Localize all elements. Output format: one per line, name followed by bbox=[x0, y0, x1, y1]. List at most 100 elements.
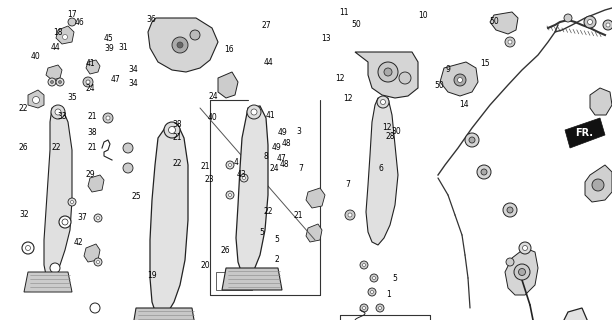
Text: 23: 23 bbox=[204, 175, 214, 184]
Circle shape bbox=[22, 242, 34, 254]
Text: 19: 19 bbox=[147, 271, 157, 280]
Text: 35: 35 bbox=[67, 93, 77, 102]
Text: 28: 28 bbox=[386, 132, 395, 141]
Text: 25: 25 bbox=[131, 192, 141, 201]
Circle shape bbox=[62, 219, 68, 225]
Circle shape bbox=[518, 268, 526, 276]
Text: 21: 21 bbox=[87, 112, 97, 121]
Text: 44: 44 bbox=[263, 58, 273, 67]
Polygon shape bbox=[222, 268, 282, 290]
Text: 5: 5 bbox=[392, 274, 397, 283]
Circle shape bbox=[56, 78, 64, 86]
Text: 33: 33 bbox=[58, 112, 67, 121]
Text: 12: 12 bbox=[335, 74, 345, 83]
Polygon shape bbox=[590, 88, 612, 115]
Text: FR.: FR. bbox=[575, 128, 593, 138]
Circle shape bbox=[168, 126, 176, 133]
Text: 40: 40 bbox=[208, 113, 218, 122]
Text: 15: 15 bbox=[480, 59, 490, 68]
Polygon shape bbox=[505, 248, 538, 295]
Circle shape bbox=[123, 143, 133, 153]
Text: 21: 21 bbox=[173, 133, 182, 142]
Text: 29: 29 bbox=[86, 170, 95, 179]
Circle shape bbox=[172, 37, 188, 53]
Text: 34: 34 bbox=[129, 65, 138, 74]
Text: 22: 22 bbox=[173, 159, 182, 168]
Text: 21: 21 bbox=[87, 143, 97, 152]
Circle shape bbox=[481, 169, 487, 175]
Circle shape bbox=[362, 263, 365, 267]
Circle shape bbox=[381, 100, 386, 105]
Text: 2: 2 bbox=[274, 255, 279, 264]
Text: 42: 42 bbox=[73, 238, 83, 247]
Text: 38: 38 bbox=[173, 120, 182, 129]
Text: 5: 5 bbox=[274, 235, 279, 244]
Circle shape bbox=[51, 105, 65, 119]
Polygon shape bbox=[46, 65, 62, 80]
Circle shape bbox=[51, 81, 53, 84]
Circle shape bbox=[90, 303, 100, 313]
Text: 5: 5 bbox=[259, 228, 264, 237]
Circle shape bbox=[50, 263, 60, 273]
Text: 11: 11 bbox=[339, 8, 349, 17]
Polygon shape bbox=[56, 26, 74, 44]
Circle shape bbox=[68, 198, 76, 206]
Circle shape bbox=[508, 40, 512, 44]
Circle shape bbox=[378, 307, 381, 309]
Circle shape bbox=[190, 30, 200, 40]
Circle shape bbox=[376, 304, 384, 312]
Text: 45: 45 bbox=[104, 34, 114, 43]
Circle shape bbox=[103, 113, 113, 123]
Circle shape bbox=[399, 72, 411, 84]
Circle shape bbox=[247, 105, 261, 119]
Text: 34: 34 bbox=[129, 79, 138, 88]
Polygon shape bbox=[218, 72, 238, 98]
Text: 24: 24 bbox=[208, 92, 218, 101]
Circle shape bbox=[603, 20, 612, 30]
Circle shape bbox=[465, 133, 479, 147]
Circle shape bbox=[83, 77, 93, 87]
Polygon shape bbox=[585, 165, 612, 202]
Circle shape bbox=[378, 62, 398, 82]
Circle shape bbox=[345, 210, 355, 220]
Text: 20: 20 bbox=[200, 261, 210, 270]
Circle shape bbox=[226, 191, 234, 199]
Polygon shape bbox=[490, 12, 518, 34]
Text: 12: 12 bbox=[343, 94, 353, 103]
Circle shape bbox=[523, 245, 528, 251]
Text: 7: 7 bbox=[345, 180, 350, 189]
Polygon shape bbox=[88, 175, 104, 192]
Circle shape bbox=[59, 216, 71, 228]
Text: 26: 26 bbox=[220, 246, 230, 255]
Circle shape bbox=[242, 177, 245, 180]
Circle shape bbox=[94, 214, 102, 222]
Polygon shape bbox=[440, 62, 478, 96]
Circle shape bbox=[26, 245, 31, 251]
Polygon shape bbox=[216, 272, 252, 290]
Circle shape bbox=[469, 137, 475, 143]
Text: 32: 32 bbox=[20, 210, 29, 219]
Text: 40: 40 bbox=[31, 52, 40, 61]
Circle shape bbox=[362, 307, 365, 309]
Circle shape bbox=[228, 164, 231, 166]
Circle shape bbox=[454, 74, 466, 86]
Text: 17: 17 bbox=[67, 10, 77, 19]
Text: 1: 1 bbox=[386, 290, 391, 299]
Text: 30: 30 bbox=[392, 127, 401, 136]
Text: 21: 21 bbox=[200, 162, 210, 171]
Circle shape bbox=[48, 78, 56, 86]
Text: 41: 41 bbox=[86, 59, 95, 68]
Circle shape bbox=[177, 42, 183, 48]
Circle shape bbox=[458, 77, 463, 83]
Circle shape bbox=[59, 81, 61, 84]
Text: 4: 4 bbox=[233, 158, 238, 167]
Text: 6: 6 bbox=[378, 164, 383, 173]
Text: 9: 9 bbox=[446, 65, 450, 74]
Circle shape bbox=[519, 242, 531, 254]
Text: 14: 14 bbox=[459, 100, 469, 109]
Circle shape bbox=[123, 163, 133, 173]
Circle shape bbox=[503, 203, 517, 217]
Text: 12: 12 bbox=[382, 123, 392, 132]
Circle shape bbox=[606, 23, 610, 27]
Circle shape bbox=[62, 35, 67, 39]
